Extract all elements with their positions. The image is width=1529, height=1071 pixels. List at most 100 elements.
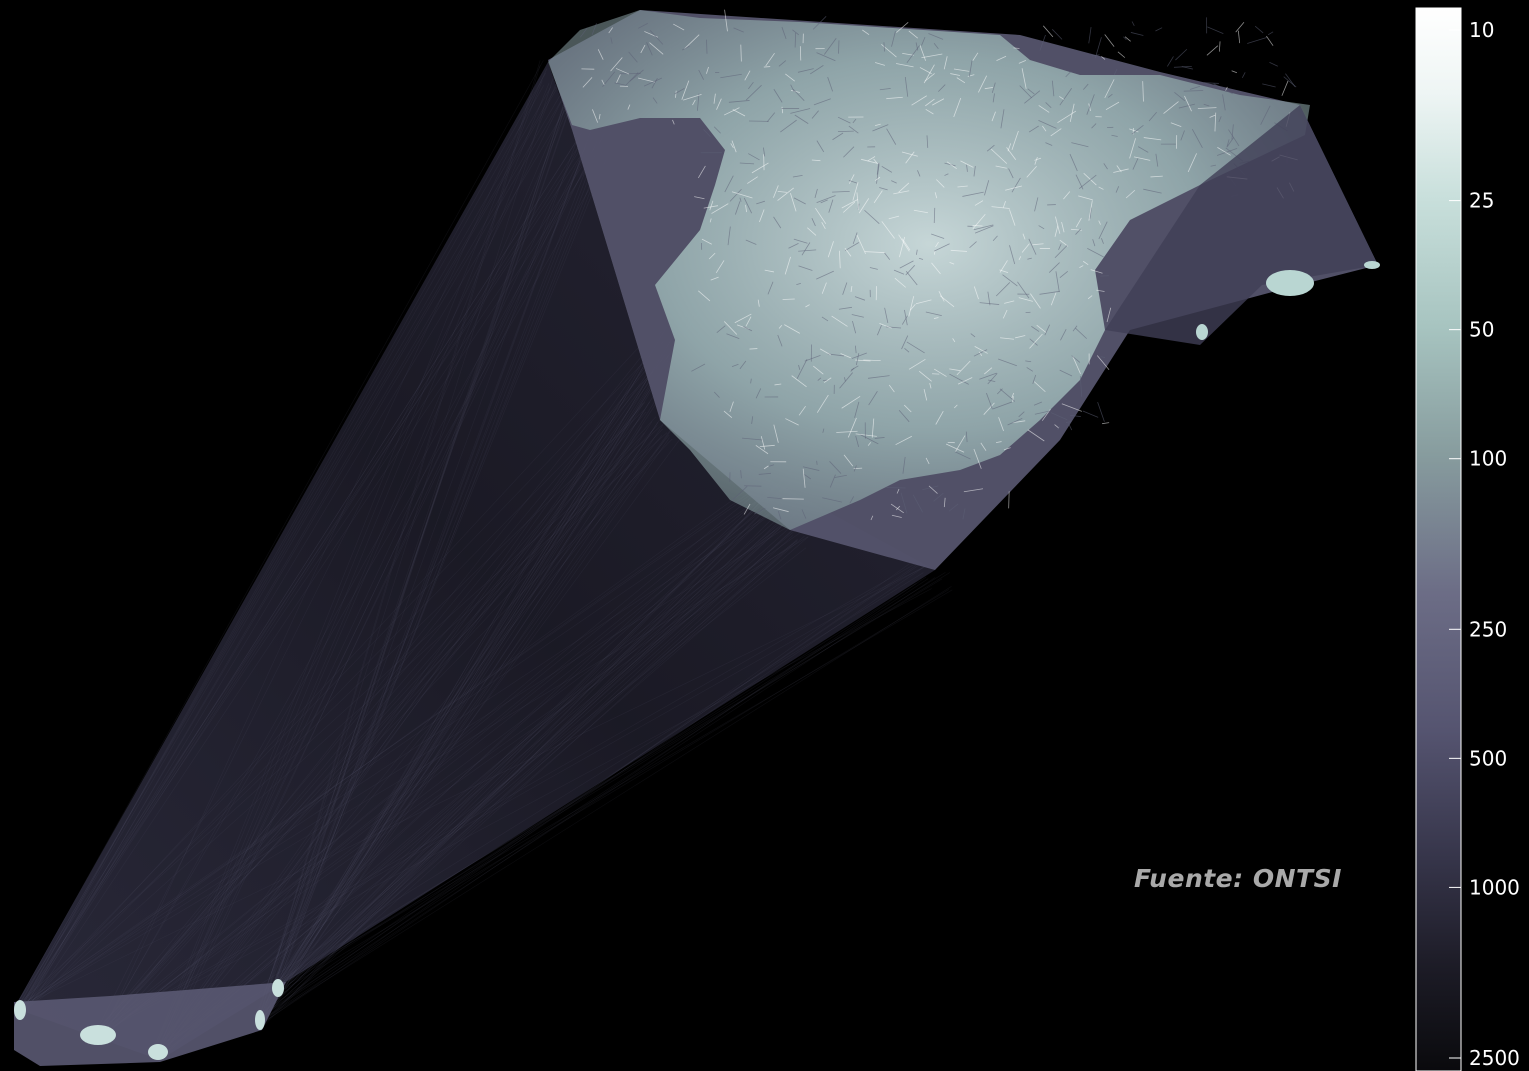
link-line — [923, 389, 928, 401]
link-line — [935, 411, 944, 425]
link-line — [263, 449, 811, 1016]
color-scale-ticks: 10 25 50 100 250 500 1000 2500 — [1449, 18, 1520, 1070]
link-line — [1111, 134, 1118, 137]
link-line — [849, 496, 855, 504]
link-line — [1117, 51, 1126, 58]
link-line — [256, 560, 934, 1020]
link-line — [276, 583, 917, 992]
link-line — [1057, 425, 1061, 431]
link-line — [715, 260, 725, 274]
link-line — [262, 424, 664, 1025]
link-line — [867, 442, 872, 446]
link-line — [743, 326, 753, 332]
link-line — [784, 324, 801, 334]
link-line — [931, 233, 945, 239]
link-line — [1038, 105, 1050, 113]
link-line — [1173, 66, 1192, 68]
link-line — [101, 411, 647, 1034]
link-line — [96, 416, 657, 1031]
link-line — [824, 37, 837, 55]
link-line — [995, 165, 1007, 169]
link-line — [258, 112, 609, 1023]
link-line — [893, 190, 910, 195]
link-line — [938, 84, 946, 92]
link-line — [922, 485, 939, 491]
link-line — [727, 226, 731, 246]
link-line — [972, 213, 986, 230]
link-line — [262, 291, 708, 1025]
link-line — [1129, 128, 1139, 133]
link-line — [1039, 290, 1060, 295]
link-line — [258, 60, 541, 1019]
link-line — [992, 235, 998, 242]
link-line — [917, 170, 921, 177]
link-line — [1050, 128, 1062, 137]
link-line — [751, 416, 754, 424]
link-line — [804, 474, 812, 480]
link-line — [17, 79, 563, 1012]
link-line — [884, 307, 889, 323]
link-line — [716, 98, 722, 110]
link-line — [925, 457, 930, 465]
link-line — [161, 88, 577, 1048]
link-line — [1044, 324, 1051, 336]
link-line — [829, 461, 842, 474]
link-line — [986, 144, 995, 152]
link-line — [1231, 124, 1234, 140]
link-line — [1034, 410, 1051, 415]
link-line — [809, 65, 824, 75]
link-line — [731, 363, 739, 368]
link-line — [1104, 79, 1115, 99]
link-line — [998, 417, 1004, 432]
link-line — [263, 76, 574, 1021]
link-line — [97, 428, 663, 1036]
link-line — [794, 32, 797, 48]
link-line — [15, 60, 544, 1007]
link-line — [93, 561, 919, 1035]
link-line — [258, 523, 800, 1022]
link-line — [967, 74, 975, 77]
link-line — [869, 267, 878, 270]
link-line — [1184, 95, 1192, 112]
link-line — [672, 119, 675, 125]
link-line — [98, 119, 613, 1037]
link-line — [815, 207, 827, 225]
link-line — [953, 97, 962, 118]
link-line — [21, 83, 568, 1012]
link-line — [868, 391, 878, 406]
link-line — [258, 513, 796, 1018]
link-line — [850, 285, 853, 293]
link-line — [1005, 185, 1022, 191]
link-line — [745, 204, 747, 213]
link-line — [875, 176, 881, 181]
link-line — [848, 174, 855, 184]
link-line — [649, 42, 664, 55]
link-line — [1131, 21, 1135, 27]
link-line — [1130, 32, 1144, 36]
link-line — [739, 197, 742, 202]
link-line — [1131, 125, 1144, 135]
link-line — [1191, 128, 1203, 148]
link-line — [811, 218, 816, 227]
link-line — [703, 205, 719, 209]
link-line — [966, 164, 968, 172]
link-line — [729, 401, 734, 412]
link-line — [279, 589, 953, 985]
link-line — [991, 82, 996, 94]
link-line — [16, 408, 681, 1007]
link-line — [1142, 81, 1144, 102]
link-line — [1174, 92, 1186, 102]
link-line — [274, 439, 680, 987]
link-line — [1068, 423, 1073, 431]
color-scale-tick-label: 250 — [1469, 617, 1507, 641]
link-line — [777, 510, 782, 520]
link-line — [20, 117, 598, 1011]
link-line — [831, 315, 848, 327]
link-line — [157, 305, 683, 1050]
link-line — [811, 159, 821, 162]
link-line — [1059, 96, 1065, 100]
link-line — [973, 224, 994, 231]
link-line — [816, 394, 829, 413]
link-line — [1030, 293, 1041, 309]
link-line — [839, 250, 841, 269]
